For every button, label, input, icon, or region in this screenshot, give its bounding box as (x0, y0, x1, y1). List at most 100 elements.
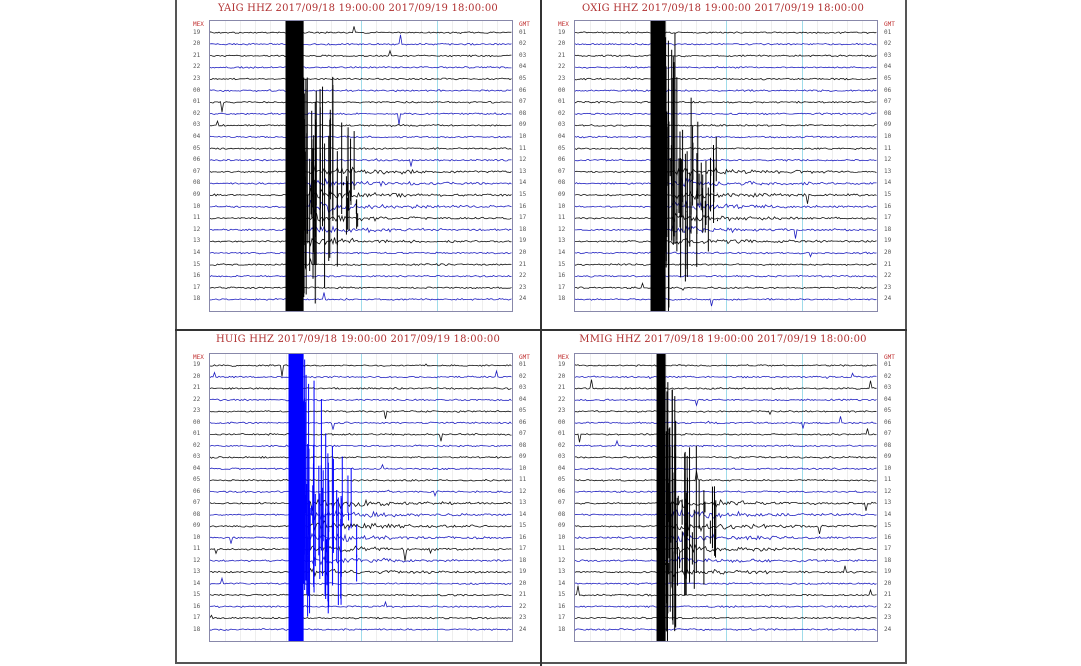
gridline (635, 21, 637, 311)
right-axis-label: 05 (519, 407, 527, 415)
left-axis-label: 23 (558, 75, 566, 82)
left-axis-label: 09 (558, 191, 566, 198)
left-axis-label: 14 (558, 579, 566, 587)
right-axis-label: 02 (884, 372, 892, 380)
left-axis-label: 18 (558, 295, 566, 303)
right-axis-label: 01 (519, 361, 527, 369)
trace-line (575, 428, 877, 443)
right-axis-label: 23 (519, 614, 527, 622)
trace-line (210, 158, 512, 167)
trace-line (210, 489, 512, 497)
right-axis-label: 12 (884, 487, 892, 495)
gridline (315, 354, 317, 641)
left-axis-label: 07 (193, 167, 201, 175)
trace-line (575, 565, 877, 578)
seismogram-plot (209, 20, 513, 312)
left-axis-label: 13 (193, 237, 201, 245)
left-axis-label: 08 (193, 179, 201, 187)
left-axis-label: 09 (193, 522, 201, 530)
trace-line (575, 409, 877, 416)
trace-line (575, 379, 877, 390)
left-axis-label: 02 (558, 109, 566, 117)
gridline (710, 21, 712, 311)
trace-line (210, 49, 512, 58)
trace-line (210, 135, 512, 139)
left-axis-label: 12 (558, 556, 566, 564)
right-axis-label: 12 (884, 156, 892, 164)
left-axis-label: 08 (558, 510, 566, 518)
gridline (240, 354, 242, 641)
gridline (590, 354, 592, 641)
right-axis-label: 13 (519, 167, 527, 175)
trace-line (575, 439, 877, 448)
gridline (590, 21, 592, 311)
left-axis-label: 11 (558, 214, 566, 222)
left-axis-label: 06 (558, 487, 566, 495)
left-axis-label: 22 (193, 395, 201, 403)
gridline (376, 354, 378, 641)
right-axis-header: GMT (519, 21, 530, 28)
left-axis-label: 07 (558, 499, 566, 507)
right-axis-label: 20 (519, 249, 527, 256)
right-axis-label: 06 (519, 418, 527, 426)
gridline (771, 21, 773, 311)
right-axis-label: 19 (519, 237, 527, 245)
trace-line (575, 532, 877, 543)
right-axis-label: 10 (884, 464, 892, 472)
right-axis-label: 13 (519, 499, 527, 507)
seismogram-traces (210, 21, 512, 311)
right-axis-label: 05 (884, 75, 892, 82)
right-axis-label: 08 (884, 441, 892, 449)
panel-title: OXIG HHZ 2017/09/18 19:00:00 2017/09/19 … (581, 3, 865, 14)
gridline (255, 354, 257, 641)
right-axis-label: 10 (884, 133, 892, 140)
hour-gridline (361, 354, 362, 641)
right-axis-label: 01 (884, 361, 892, 369)
right-axis-label: 14 (519, 179, 527, 187)
gridline (816, 21, 818, 311)
trace-line (575, 282, 877, 291)
trace-line (210, 286, 512, 290)
gridline (330, 21, 332, 311)
trace-line (575, 605, 877, 609)
right-axis-header: GMT (884, 354, 895, 361)
gridline (225, 21, 227, 311)
hour-gridline (436, 354, 438, 641)
left-axis-label: 19 (558, 28, 566, 36)
trace-line (210, 600, 512, 609)
trace-line (210, 164, 512, 177)
left-axis-label: 07 (558, 167, 566, 175)
left-axis-label: 11 (558, 545, 566, 553)
left-axis-label: 21 (558, 384, 566, 392)
right-axis-label: 01 (884, 28, 892, 36)
gridline (391, 21, 393, 311)
trace-line (210, 444, 512, 448)
right-axis-label: 16 (519, 202, 527, 210)
left-axis-label: 14 (558, 249, 566, 256)
hour-gridline (726, 354, 727, 641)
left-axis-label: 11 (193, 545, 201, 553)
gridline (496, 21, 498, 311)
trace-line (210, 363, 512, 377)
right-axis-label: 18 (519, 556, 527, 564)
panel-title: HUIG HHZ 2017/09/18 19:00:00 2017/09/19 … (215, 334, 501, 345)
right-axis-label: 01 (519, 28, 527, 36)
gridline (421, 21, 423, 311)
left-axis-label: 00 (193, 418, 201, 426)
right-axis-label: 17 (884, 214, 892, 222)
right-axis-label: 18 (884, 225, 892, 233)
left-axis-label: 18 (193, 295, 201, 303)
trace-line (575, 522, 877, 534)
left-axis-label: 10 (558, 533, 566, 541)
hour-gridline (801, 21, 803, 311)
right-axis-label: 20 (884, 249, 892, 256)
trace-line (210, 478, 512, 482)
trace-line (210, 432, 512, 442)
seismogram-plot (209, 353, 513, 642)
left-axis-label: 04 (193, 133, 201, 140)
right-axis-label: 16 (884, 202, 892, 210)
trace-line (575, 628, 877, 631)
trace-line (210, 249, 512, 255)
trace-line (210, 421, 512, 430)
gridline (255, 21, 257, 311)
